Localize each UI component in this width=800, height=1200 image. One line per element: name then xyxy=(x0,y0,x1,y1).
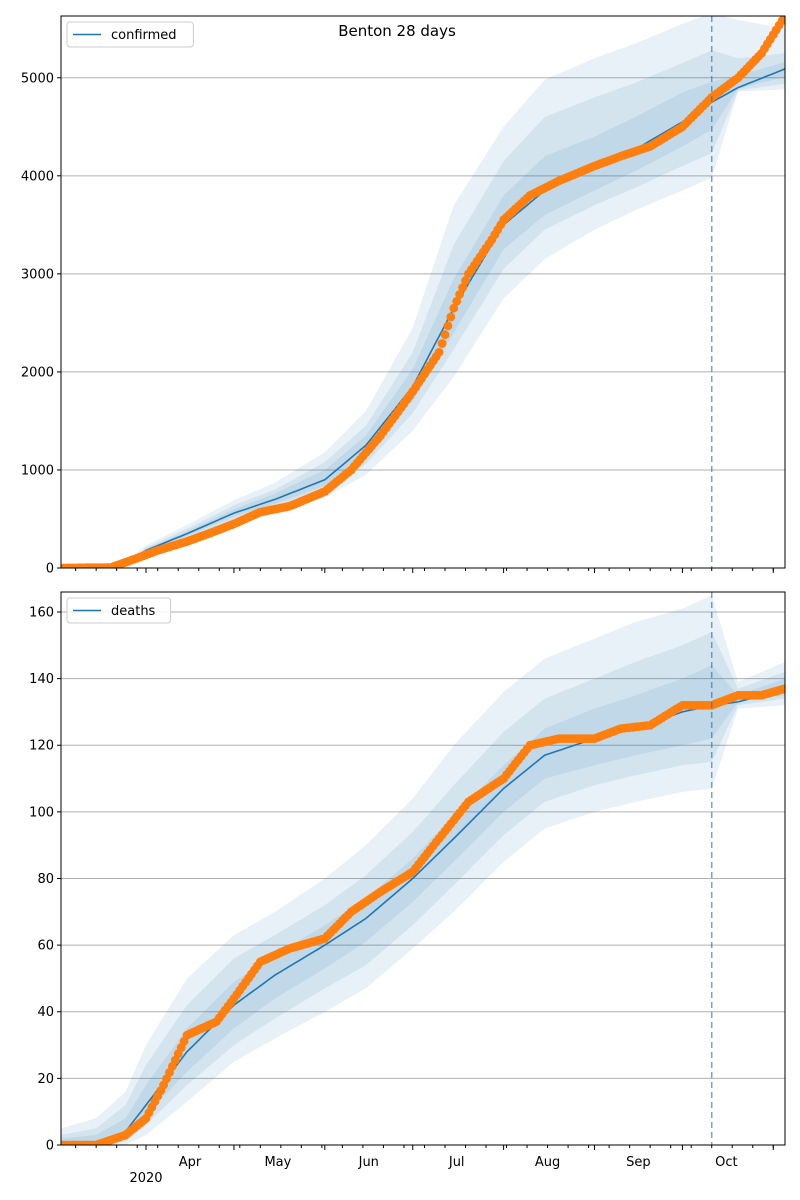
observed-point xyxy=(446,312,456,322)
y-tick-label: 160 xyxy=(29,605,54,620)
y-tick-label: 4000 xyxy=(21,169,54,184)
y-tick-label: 40 xyxy=(37,1005,54,1020)
x-tick-label: Oct xyxy=(715,1155,737,1170)
confidence-band xyxy=(61,665,785,1145)
observed-point xyxy=(437,339,447,348)
y-tick-label: 1000 xyxy=(21,463,54,478)
plot-area xyxy=(61,595,785,1145)
y-tick-label: 100 xyxy=(29,805,54,820)
x-tick-label: Sep xyxy=(626,1155,651,1170)
observed-point xyxy=(449,303,459,313)
legend-box xyxy=(66,21,194,48)
observed-point xyxy=(452,296,462,306)
observed-point xyxy=(461,276,470,286)
x-tick-label: Apr xyxy=(179,1155,202,1170)
observed-point xyxy=(780,16,785,21)
observed-point xyxy=(458,283,467,292)
x-year-label: 2020 xyxy=(129,1171,162,1186)
y-tick-label: 5000 xyxy=(21,71,54,86)
confirmed-panel: 0 1000 2000 3000 4000 5000 confirmed xyxy=(21,15,786,577)
legend-label: confirmed xyxy=(111,28,177,43)
y-tick-label: 120 xyxy=(29,739,54,754)
confidence-band xyxy=(61,50,785,568)
observed-point xyxy=(440,330,450,340)
observed-point xyxy=(443,321,453,331)
model-median-line xyxy=(61,68,785,568)
plot-area xyxy=(61,16,785,568)
legend-box xyxy=(66,597,172,624)
y-tick-label: 20 xyxy=(37,1072,54,1087)
y-tick-label: 2000 xyxy=(21,365,54,380)
confidence-band xyxy=(61,16,785,568)
y-tick-label: 3000 xyxy=(21,267,54,282)
x-tick-label: Jun xyxy=(358,1155,379,1170)
y-tick-label: 140 xyxy=(29,672,54,687)
y-tick-label: 80 xyxy=(37,872,54,887)
legend: deaths xyxy=(66,597,172,624)
legend: confirmed xyxy=(66,21,194,48)
y-tick-label: 0 xyxy=(46,562,54,577)
confidence-band xyxy=(61,632,785,1145)
x-tick-label: May xyxy=(264,1155,291,1170)
x-tick-label: Aug xyxy=(535,1155,560,1170)
legend-label: deaths xyxy=(111,604,156,619)
figure-title: Benton 28 days xyxy=(338,22,456,40)
y-tick-label: 0 xyxy=(46,1139,54,1154)
observed-point xyxy=(780,684,785,693)
axes-frame xyxy=(60,591,786,1146)
x-tick-label: Jul xyxy=(448,1155,465,1170)
observed-point xyxy=(455,290,464,299)
y-tick-label: 60 xyxy=(37,939,54,954)
observed-point xyxy=(434,347,444,357)
deaths-panel: 0 20 40 60 80 100 120 140 160 Apr May Jun Jul Aug Sep O… xyxy=(29,591,786,1186)
axes-frame xyxy=(60,15,786,569)
confidence-band xyxy=(61,62,785,568)
